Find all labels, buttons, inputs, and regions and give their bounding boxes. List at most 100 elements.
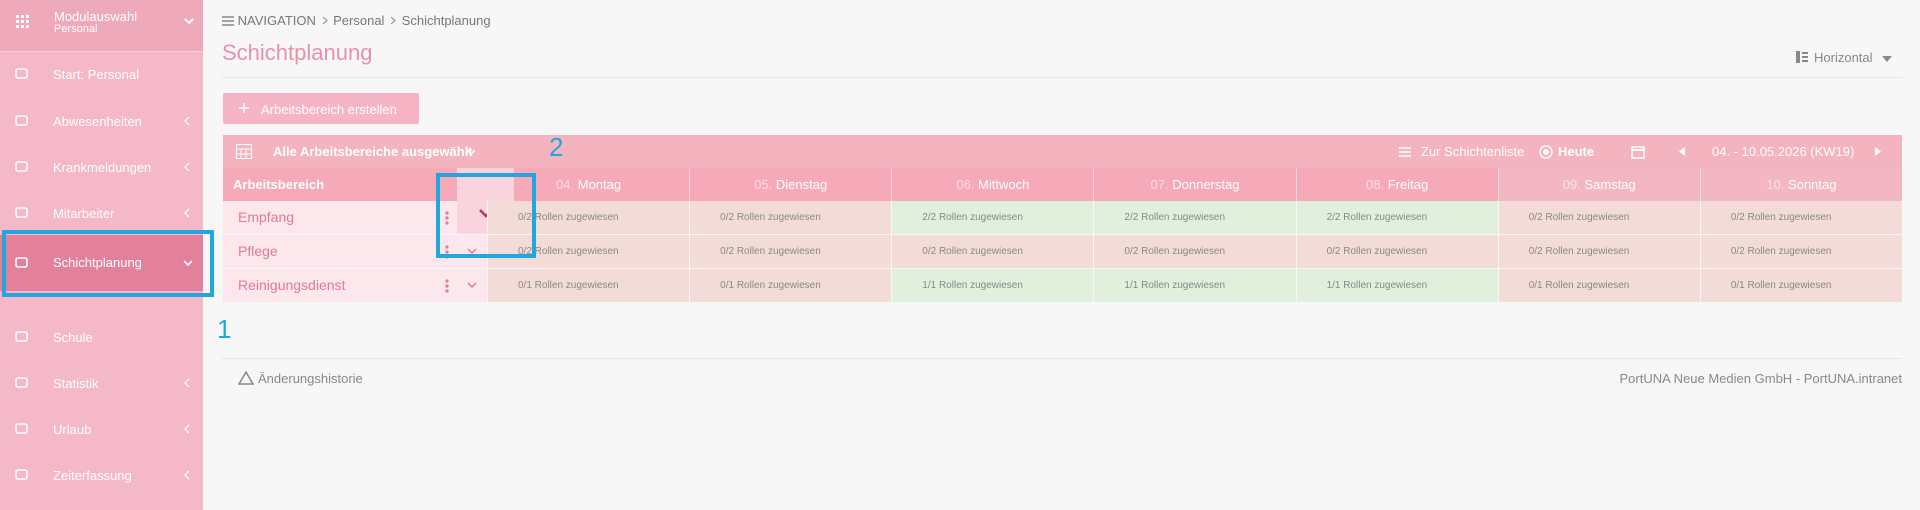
day-name: Samstag <box>1584 177 1636 192</box>
area-name[interactable]: Empfang <box>223 201 487 234</box>
prev-week[interactable] <box>1679 147 1685 156</box>
day-header: 08. Freitag <box>1295 168 1498 201</box>
menu-icon <box>222 16 234 26</box>
area-name[interactable]: Reinigungsdienst <box>223 269 487 302</box>
separator <box>322 16 328 25</box>
history-link[interactable]: Änderungshistorie <box>237 370 363 386</box>
chevron <box>184 18 194 25</box>
day-name: Freitag <box>1387 177 1429 192</box>
chevron <box>183 260 193 267</box>
nav-item[interactable]: Start: Personal <box>0 54 203 94</box>
divider <box>222 358 1902 359</box>
nav-label: Urlaub <box>53 422 92 437</box>
nav-icon <box>15 68 28 79</box>
calendar-icon[interactable] <box>1631 145 1645 159</box>
nav-item[interactable]: Abwesenheiten <box>0 101 203 141</box>
next-week[interactable] <box>1875 147 1881 156</box>
module-title: Modulauswahl <box>54 9 138 24</box>
nav-item[interactable]: Zeiterfassung <box>0 455 203 495</box>
nav-item[interactable]: Schule <box>0 317 203 357</box>
day-cell[interactable]: 1/1 Rollen zugewiesen <box>891 269 1094 302</box>
day-cell[interactable]: 0/1 Rollen zugewiesen <box>689 269 892 302</box>
nav-label: Krankmeldungen <box>53 160 152 175</box>
nav-icon <box>15 257 28 268</box>
page-title: Schichtplanung <box>222 40 373 65</box>
day-cell[interactable]: 0/2 Rollen zugewiesen <box>487 201 690 234</box>
day-date: 06. <box>956 177 975 192</box>
module-subtitle: Personal <box>54 23 98 35</box>
day-header: 06. Mittwoch <box>891 168 1093 201</box>
chevron <box>184 424 190 434</box>
day-name: Donnerstag <box>1172 177 1240 192</box>
day-cell[interactable]: 0/2 Rollen zugewiesen <box>1497 201 1700 234</box>
day-cell[interactable]: 0/2 Rollen zugewiesen <box>487 235 690 268</box>
crumb[interactable]: Personal <box>333 13 385 28</box>
chevron <box>184 470 190 480</box>
day-cell[interactable]: 0/2 Rollen zugewiesen <box>689 201 892 234</box>
day-header: 05. Dienstag <box>689 168 891 201</box>
module-selector[interactable]: Modulauswahl Personal <box>0 0 203 52</box>
nav-icon <box>15 207 28 218</box>
day-cell[interactable]: 0/1 Rollen zugewiesen <box>1497 269 1700 302</box>
table-row: Reinigungsdienst 0/1 Rollen zugewiesen 0/1… <box>223 269 1902 302</box>
day-cell[interactable]: 1/1 Rollen zugewiesen <box>1295 269 1498 302</box>
highlight-box <box>436 173 536 258</box>
day-cell[interactable]: 0/2 Rollen zugewiesen <box>1699 235 1902 268</box>
day-date: 04. <box>556 177 575 192</box>
day-cell[interactable]: 0/2 Rollen zugewiesen <box>1295 235 1498 268</box>
day-cell[interactable]: 0/1 Rollen zugewiesen <box>1699 269 1902 302</box>
table-icon <box>236 144 252 159</box>
nav-icon <box>15 115 28 126</box>
area-filter[interactable]: Alle Arbeitsbereiche ausgewählt <box>273 144 473 159</box>
day-cell[interactable]: 0/2 Rollen zugewiesen <box>1699 201 1902 234</box>
chevron <box>184 162 190 172</box>
day-name: Montag <box>577 177 622 192</box>
nav-item[interactable]: Schichtplanung <box>0 235 203 291</box>
copyright: PortUNA Neue Medien GmbH - PortUNA.intra… <box>1619 371 1903 386</box>
crumb[interactable]: NAVIGATION <box>237 13 316 28</box>
warning-icon <box>237 370 255 385</box>
area-name[interactable]: Pflege <box>223 235 487 268</box>
nav-label: Zeiterfassung <box>53 468 132 483</box>
chevron <box>184 208 190 218</box>
day-header: 09. Samstag <box>1497 168 1700 201</box>
day-cell[interactable]: 0/2 Rollen zugewiesen <box>1093 235 1296 268</box>
nav-item[interactable]: Statistik <box>0 363 203 403</box>
nav-icon <box>15 423 28 434</box>
nav-label: Schichtplanung <box>53 255 142 270</box>
nav-icon <box>15 377 28 388</box>
create-button[interactable]: Arbeitsbereich erstellen <box>223 93 419 124</box>
shift-list-link[interactable]: Zur Schichtenliste <box>1421 144 1525 159</box>
day-cell[interactable]: 1/1 Rollen zugewiesen <box>1093 269 1296 302</box>
radio-icon <box>1539 145 1553 159</box>
day-cell[interactable]: 2/2 Rollen zugewiesen <box>1295 201 1498 234</box>
nav-item[interactable]: Krankmeldungen <box>0 147 203 187</box>
grid-icon <box>16 15 29 28</box>
day-cell[interactable]: 2/2 Rollen zugewiesen <box>891 201 1094 234</box>
day-name: Sonntag <box>1788 177 1837 192</box>
crumb: Schichtplanung <box>401 13 491 28</box>
today-button[interactable]: Heute <box>1558 144 1595 159</box>
chevron <box>184 116 190 126</box>
day-cell[interactable]: 0/1 Rollen zugewiesen <box>487 269 690 302</box>
breadcrumb: NAVIGATION Personal Schichtplanung <box>222 13 491 28</box>
list-icon <box>1399 147 1411 157</box>
annotation-label: 2 <box>549 132 564 162</box>
divider <box>222 77 1902 78</box>
nav-item[interactable]: Mitarbeiter <box>0 193 203 233</box>
day-cell[interactable]: 0/2 Rollen zugewiesen <box>1497 235 1700 268</box>
button-label: Arbeitsbereich erstellen <box>261 102 397 117</box>
nav-label: Schule <box>53 330 93 345</box>
day-date: 09. <box>1562 177 1581 192</box>
day-date: 10. <box>1766 177 1785 192</box>
day-header: 07. Donnerstag <box>1093 168 1295 201</box>
day-cell[interactable]: 0/2 Rollen zugewiesen <box>891 235 1094 268</box>
day-cell[interactable]: 2/2 Rollen zugewiesen <box>1093 201 1296 234</box>
nav-item[interactable]: Urlaub <box>0 409 203 449</box>
view-icon <box>1796 51 1808 63</box>
day-cell[interactable]: 0/2 Rollen zugewiesen <box>689 235 892 268</box>
column-header: Arbeitsbereich <box>233 177 325 192</box>
view-toggle[interactable]: Horizontal <box>1796 50 1893 65</box>
expand-chevron <box>467 248 477 255</box>
day-name: Mittwoch <box>978 177 1030 192</box>
